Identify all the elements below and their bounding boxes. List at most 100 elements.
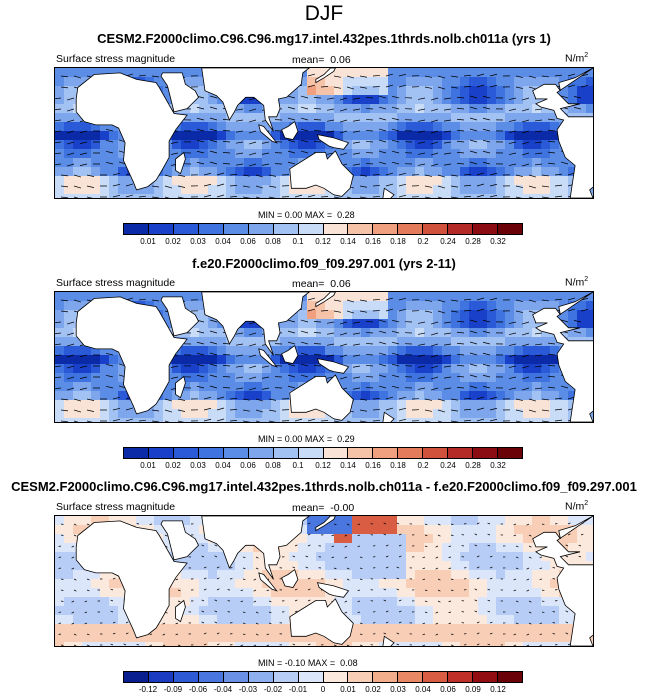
- field-cell: [478, 579, 488, 589]
- field-cell: [433, 131, 443, 141]
- field-cell: [433, 149, 443, 159]
- field-cell: [388, 140, 398, 150]
- field-cell: [154, 418, 164, 422]
- field-cell: [586, 310, 593, 320]
- field-cell: [361, 176, 371, 186]
- field-cell: [469, 95, 479, 105]
- wind-vector: [534, 130, 543, 133]
- field-cell: [172, 167, 182, 177]
- field-cell: [433, 113, 443, 123]
- wind-vector: [359, 196, 368, 198]
- field-cell: [469, 543, 479, 553]
- field-cell: [478, 113, 488, 123]
- field-cell: [334, 68, 344, 78]
- colorbar-swatch: [373, 224, 399, 234]
- field-cell: [64, 77, 74, 87]
- wind-vector: [521, 141, 530, 145]
- wind-vector: [424, 589, 428, 592]
- field-cell: [271, 194, 281, 198]
- wind-vector: [339, 97, 348, 101]
- field-cell: [559, 400, 569, 410]
- field-cell: [199, 561, 209, 571]
- field-cell: [91, 194, 101, 198]
- colorbar-tick-label: 0.01: [140, 237, 156, 246]
- field-cell: [316, 570, 326, 580]
- field-cell: [514, 194, 524, 198]
- field-cell: [109, 140, 119, 150]
- field-cell: [352, 301, 362, 311]
- wind-vector: [240, 589, 244, 592]
- wind-vector: [417, 332, 426, 335]
- colorbar-swatch: [473, 672, 499, 682]
- field-cell: [541, 122, 551, 132]
- wind-vector: [359, 299, 368, 302]
- field-cell: [352, 292, 362, 302]
- field-cell: [307, 292, 317, 302]
- wind-vector: [528, 611, 532, 614]
- wind-vector: [450, 75, 459, 78]
- field-cell: [100, 373, 110, 383]
- field-cell: [280, 176, 290, 186]
- field-cell: [397, 400, 407, 410]
- field-cell: [352, 606, 362, 616]
- field-cell: [280, 418, 290, 422]
- wind-vector: [307, 522, 311, 525]
- field-cell: [82, 624, 92, 634]
- field-cell: [469, 624, 479, 634]
- wind-vector: [515, 398, 524, 401]
- field-cell: [424, 525, 434, 535]
- field-cell: [325, 552, 335, 562]
- wind-vector: [456, 342, 465, 345]
- field-cell: [64, 104, 74, 114]
- wind-vector: [398, 84, 407, 88]
- colorbar-tick-label: 0.08: [265, 461, 281, 470]
- field-cell: [217, 400, 227, 410]
- field-cell: [82, 418, 92, 422]
- field-cell: [523, 328, 533, 338]
- colorbar-tick-label: 0.24: [440, 237, 456, 246]
- wind-vector: [463, 74, 472, 77]
- wind-vector: [515, 600, 519, 603]
- colorbar-swatch: [148, 448, 174, 458]
- field-cell: [406, 391, 416, 401]
- field-cell: [550, 346, 560, 356]
- wind-vector: [71, 600, 75, 603]
- wind-vector: [534, 152, 543, 155]
- wind-vector: [391, 150, 400, 154]
- field-cell: [253, 624, 263, 634]
- field-cell: [433, 95, 443, 105]
- colorbar-swatch: [498, 448, 522, 458]
- field-cell: [370, 104, 380, 114]
- panel-3-mean-label: mean=: [292, 502, 325, 514]
- wind-vector: [84, 622, 88, 625]
- wind-vector: [177, 644, 181, 646]
- field-cell: [460, 310, 470, 320]
- panel-2-units-text: N/m: [565, 276, 585, 289]
- wind-vector: [528, 534, 532, 537]
- wind-vector: [253, 578, 257, 581]
- wind-vector: [359, 556, 363, 559]
- field-cell: [307, 579, 317, 589]
- field-cell: [361, 86, 371, 96]
- field-cell: [451, 310, 461, 320]
- field-cell: [298, 534, 308, 544]
- field-cell: [163, 194, 173, 198]
- field-cell: [55, 552, 65, 562]
- wind-vector: [378, 117, 387, 121]
- field-cell: [361, 292, 371, 302]
- wind-vector: [521, 108, 530, 112]
- wind-vector: [55, 354, 62, 357]
- field-cell: [199, 400, 209, 410]
- wind-vector: [326, 130, 335, 133]
- field-cell: [118, 642, 128, 646]
- field-cell: [352, 95, 362, 105]
- field-cell: [127, 642, 137, 646]
- colorbar-swatch: [448, 224, 474, 234]
- field-cell: [118, 588, 128, 598]
- wind-vector: [209, 161, 218, 165]
- field-cell: [118, 68, 128, 78]
- field-cell: [199, 185, 209, 195]
- wind-vector: [528, 420, 534, 422]
- field-cell: [388, 579, 398, 589]
- field-cell: [91, 346, 101, 356]
